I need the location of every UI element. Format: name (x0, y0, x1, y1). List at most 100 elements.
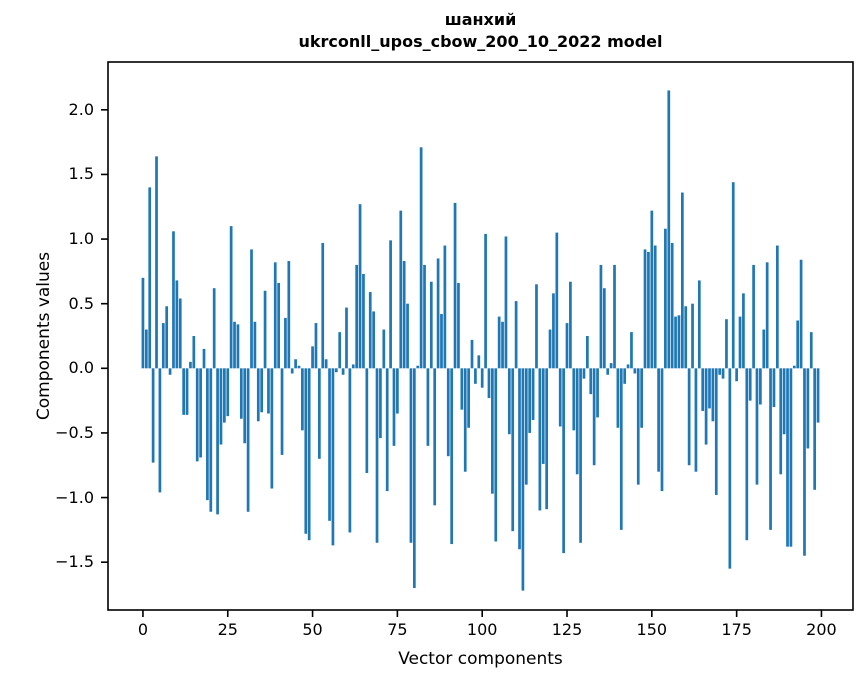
bar (487, 368, 491, 399)
bar (151, 368, 155, 463)
bar (762, 329, 766, 369)
bar (372, 311, 375, 369)
bar (216, 368, 219, 515)
bar (219, 368, 223, 445)
bar (677, 315, 681, 369)
bar (474, 368, 477, 384)
bar (144, 329, 148, 369)
bar (436, 258, 440, 369)
bar (497, 316, 501, 369)
bar (569, 281, 572, 369)
bar (636, 368, 640, 485)
bar (385, 368, 389, 492)
bar (704, 368, 708, 445)
bar (725, 319, 728, 369)
bar (514, 301, 518, 369)
x-tick-label: 25 (217, 620, 238, 639)
bar (555, 232, 559, 369)
y-tick-label: −1.0 (55, 487, 94, 507)
bar (507, 368, 511, 435)
bar (531, 368, 535, 421)
bar (626, 364, 630, 369)
bar (453, 202, 457, 369)
bar (731, 182, 735, 369)
bar (714, 368, 718, 495)
x-tick-label: 100 (466, 620, 498, 639)
bar (412, 368, 416, 589)
bar (443, 245, 447, 369)
bar (769, 368, 772, 530)
bar (582, 368, 586, 379)
bar (670, 242, 674, 369)
x-tick-label: 75 (387, 620, 408, 639)
bar (348, 368, 352, 533)
bar (267, 368, 270, 414)
bar (572, 368, 576, 431)
bar (796, 320, 800, 369)
x-tick-label: 125 (551, 620, 583, 639)
y-tick-label: 2.0 (68, 99, 94, 119)
bar (653, 245, 657, 369)
bar (236, 324, 240, 369)
bar (494, 368, 498, 542)
bar (565, 323, 569, 369)
bar (755, 368, 759, 485)
bar (314, 323, 318, 369)
bar (592, 368, 596, 466)
bar (545, 368, 549, 510)
bar (141, 277, 145, 369)
bar (223, 368, 226, 423)
bar (209, 368, 213, 512)
bar (691, 303, 694, 369)
bar (759, 368, 762, 405)
x-tick-label: 50 (302, 620, 323, 639)
bar (246, 368, 250, 512)
bar (504, 236, 508, 369)
bar (538, 368, 542, 511)
bar (331, 368, 335, 546)
bar (775, 245, 779, 369)
bar (748, 368, 752, 401)
bar (301, 368, 304, 431)
bar (640, 368, 643, 428)
bar (334, 368, 338, 373)
bar (664, 228, 667, 369)
bar (647, 251, 650, 369)
bar (643, 249, 647, 369)
bar (786, 368, 789, 547)
bar (192, 336, 196, 369)
bar (396, 368, 399, 414)
y-tick-label: 0.0 (68, 358, 94, 378)
bar (182, 368, 186, 415)
bar (155, 156, 158, 369)
bar (518, 368, 521, 550)
bar (284, 317, 287, 369)
bar (338, 332, 342, 369)
bar (701, 368, 705, 411)
bar (185, 368, 189, 415)
bar (429, 281, 433, 369)
bar (263, 290, 267, 369)
bar (362, 273, 365, 369)
bar (416, 365, 420, 369)
bar (297, 365, 301, 369)
bar (575, 368, 579, 475)
x-tick-label: 0 (137, 620, 149, 639)
bar (738, 316, 742, 369)
bar (579, 368, 582, 543)
bar (189, 361, 192, 369)
bar (623, 368, 627, 384)
bar (480, 368, 484, 388)
chart-title-line1: шанхий (444, 10, 517, 29)
x-tick-label: 200 (806, 620, 837, 639)
bar (765, 262, 769, 369)
bar (660, 368, 664, 492)
x-axis-label: Vector components (398, 649, 563, 669)
bar (667, 90, 671, 369)
bar (250, 249, 253, 369)
bar (423, 264, 426, 369)
bar (524, 368, 528, 485)
bar (446, 368, 450, 457)
bar (613, 264, 616, 369)
bar (345, 307, 348, 369)
